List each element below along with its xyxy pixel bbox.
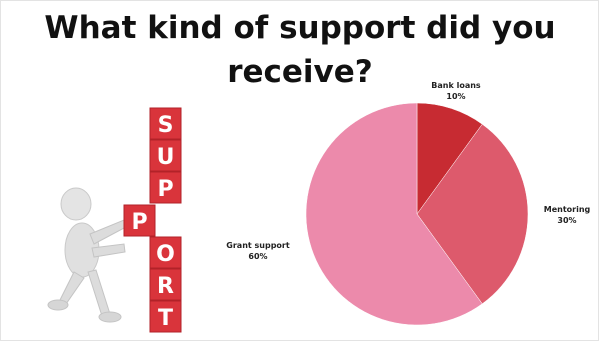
letter-p-1: P xyxy=(157,177,173,202)
slice-label: Mentoring xyxy=(544,205,591,214)
letter-u: U xyxy=(157,145,175,170)
slice-label: Bank loans xyxy=(431,81,481,90)
letter-block-p-top: P xyxy=(149,171,182,204)
letter-block-u: U xyxy=(149,139,182,172)
letter-block-p-pushed: P xyxy=(123,204,156,237)
letter-block-s: S xyxy=(149,107,182,140)
slice-value-label: 10% xyxy=(446,92,465,101)
letter-t: T xyxy=(158,306,173,331)
support-illustration: S U P P O R T xyxy=(47,107,182,333)
person-figure xyxy=(47,187,127,323)
letter-block-t: T xyxy=(149,300,182,333)
slice-value-label: 30% xyxy=(557,216,576,225)
letter-r: R xyxy=(157,274,174,299)
letter-block-r: R xyxy=(149,268,182,301)
letter-s: S xyxy=(158,113,174,138)
slice-value-label: 60% xyxy=(248,252,267,261)
letter-block-o: O xyxy=(149,236,182,269)
letter-p-2: P xyxy=(131,210,147,235)
slice-label: Grant support xyxy=(226,241,290,250)
page-title: What kind of support did you receive? xyxy=(44,10,556,90)
pie-slice-grant-support xyxy=(305,102,483,326)
pie-slice-mentoring xyxy=(416,123,529,305)
letter-o: O xyxy=(156,242,175,267)
pie-slices xyxy=(305,102,529,326)
pie-labels: Bank loans 10% Mentoring 30% Grant support 60… xyxy=(226,81,590,261)
